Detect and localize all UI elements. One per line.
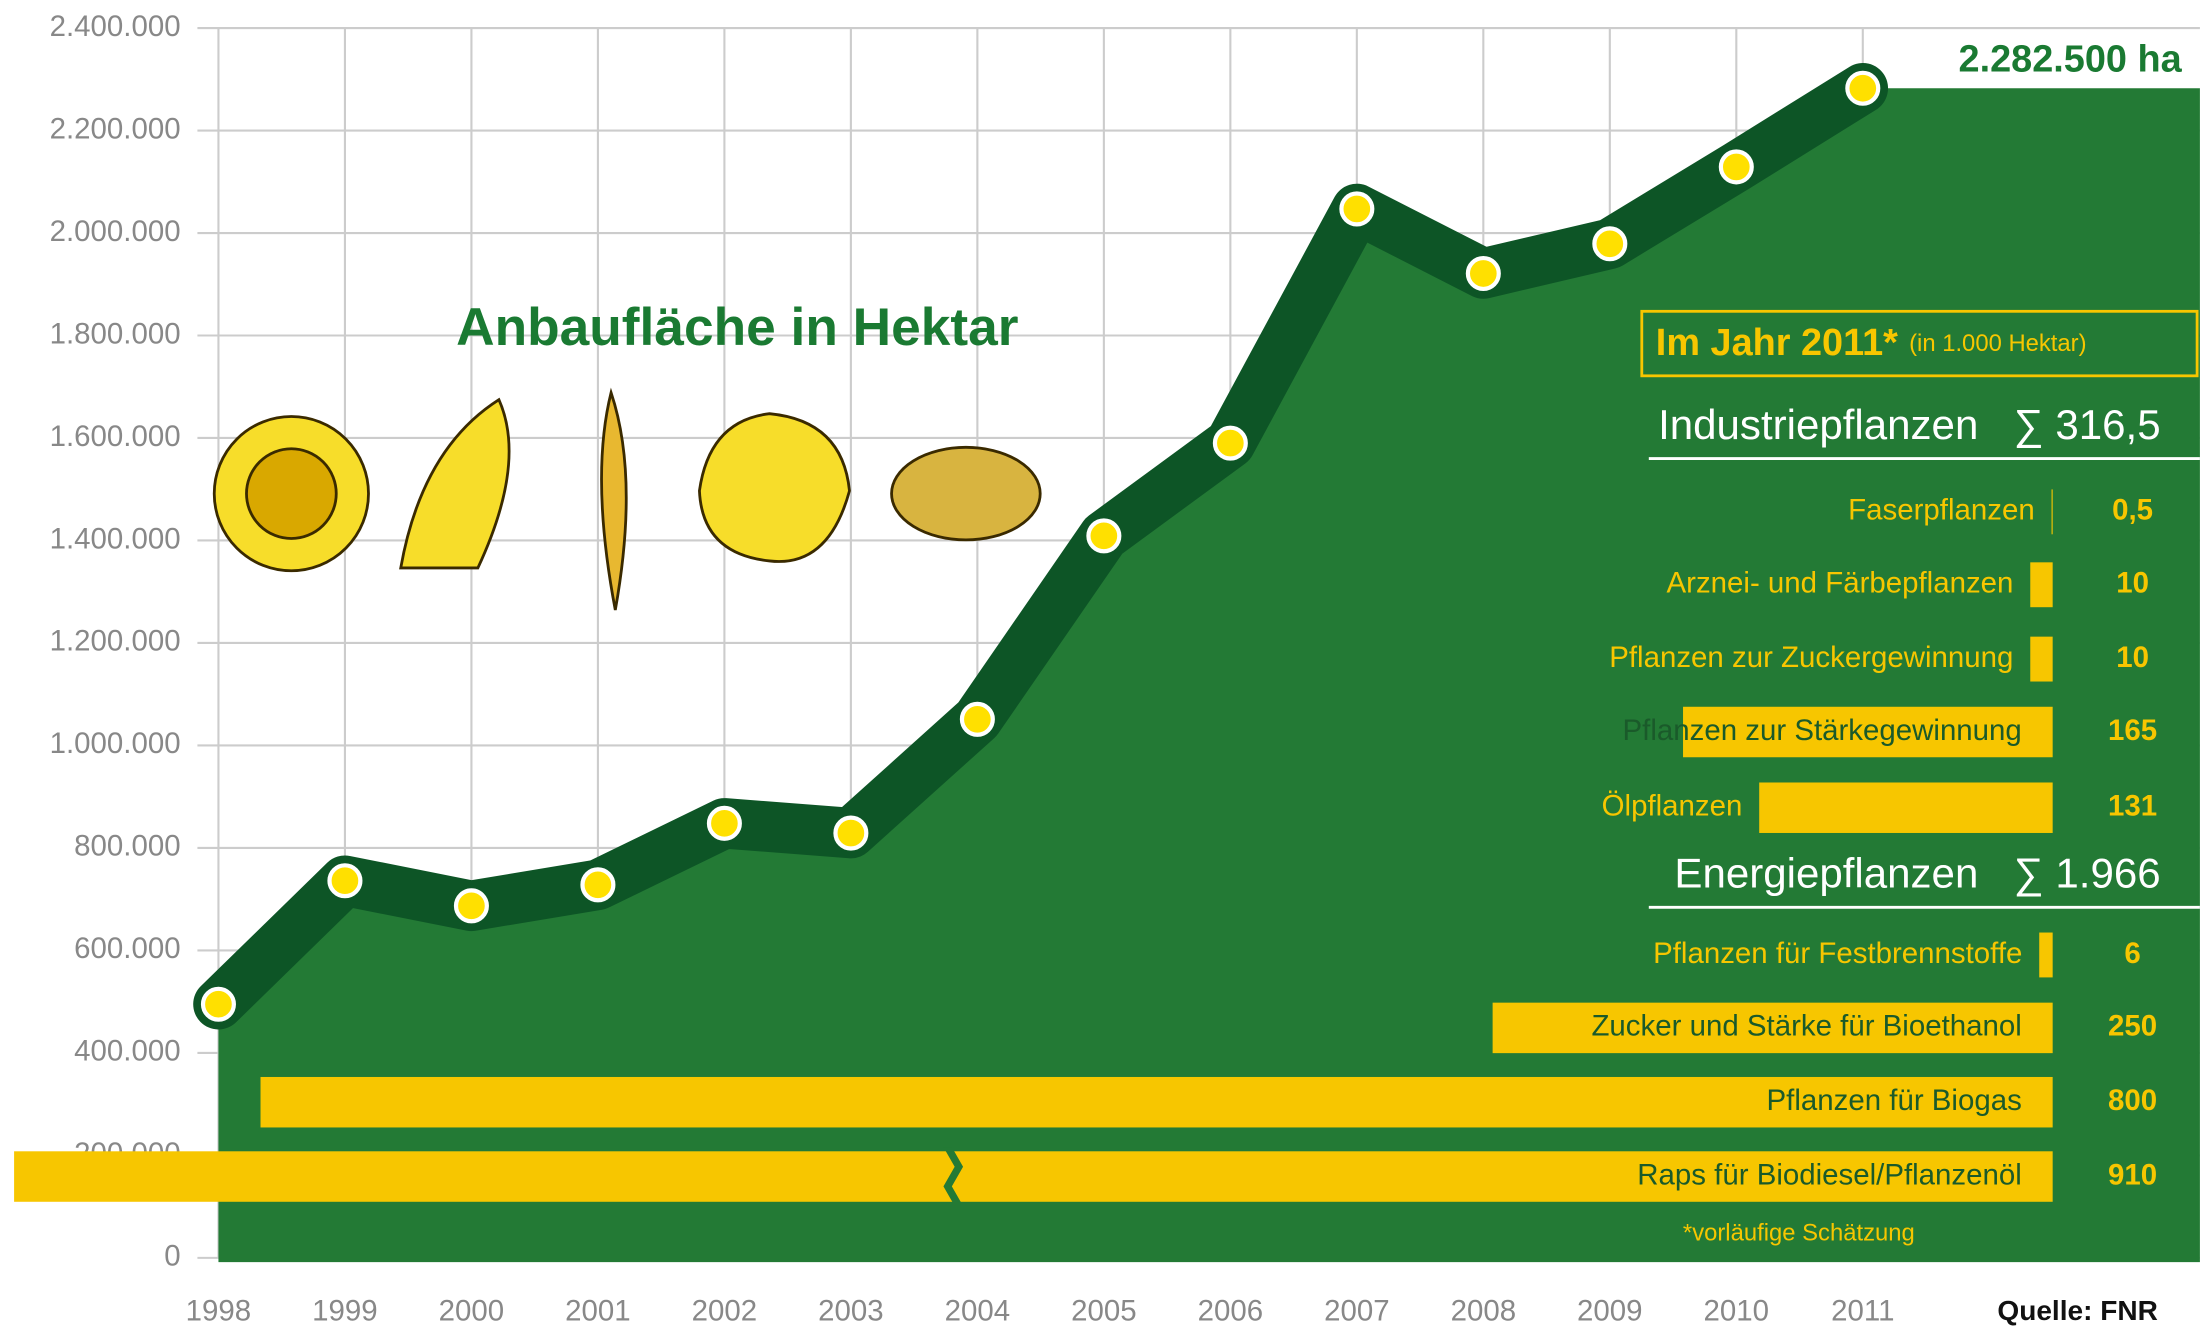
x-tick-label: 2000 (439, 1294, 505, 1327)
y-tick-label: 1.600.000 (50, 420, 181, 453)
x-tick-label: 2009 (1577, 1294, 1643, 1327)
panel-title-text: Im Jahr 2011* (1656, 322, 1898, 364)
marker (203, 989, 234, 1020)
value-label: 6 (2124, 937, 2140, 970)
value-label: 10 (2116, 641, 2149, 674)
x-tick-label: 2007 (1324, 1294, 1390, 1327)
x-tick-label: 2002 (692, 1294, 758, 1327)
x-tick-label: 2011 (1831, 1294, 1894, 1327)
annotation: 2.282.500 ha (1959, 39, 2183, 81)
y-tick-label: 2.400.000 (50, 10, 181, 43)
x-tick-label: 2008 (1451, 1294, 1517, 1327)
y-tick-label: 1.000.000 (50, 727, 181, 760)
x-tick-label: 2006 (1198, 1294, 1264, 1327)
chart: 0200.000400.000600.000800.0001.000.0001.… (0, 0, 2201, 1335)
value-label: 10 (2116, 567, 2149, 600)
y-tick-label: 2.200.000 (50, 112, 181, 145)
x-tick-label: 2010 (1704, 1294, 1770, 1327)
bar (2030, 637, 2052, 682)
bar (2039, 933, 2052, 978)
marker (1721, 151, 1752, 182)
x-tick-label: 2004 (945, 1294, 1011, 1327)
marker (1215, 428, 1246, 459)
y-tick-label: 1.400.000 (50, 522, 181, 555)
bar (1759, 782, 2052, 832)
bar-label: Pflanzen zur Stärkegewinnung (1623, 714, 2022, 747)
x-tick-label: 1999 (312, 1294, 378, 1327)
x-tick-label: 1998 (186, 1294, 252, 1327)
bar-label: Pflanzen zur Zuckergewinnung (1609, 641, 2013, 674)
footnote: *vorläufige Schätzung (1683, 1219, 1915, 1246)
y-tick-label: 0 (164, 1240, 180, 1273)
x-tick-label: 2001 (565, 1294, 631, 1327)
marker (1088, 520, 1119, 551)
value-label: 800 (2108, 1084, 2157, 1117)
bar-label: Pflanzen für Festbrennstoffe (1653, 937, 2022, 970)
bar-label: Arznei- und Färbepflanzen (1667, 567, 2014, 600)
bar-label: Faserpflanzen (1848, 494, 2035, 527)
y-tick-label: 400.000 (74, 1035, 180, 1068)
y-tick-label: 2.000.000 (50, 215, 181, 248)
y-tick-label: 800.000 (74, 830, 180, 863)
marker (1468, 258, 1499, 289)
marker (1594, 228, 1625, 259)
group-name: Industriepflanzen (1658, 401, 1978, 448)
value-label: 910 (2108, 1158, 2157, 1191)
value-label: 131 (2108, 790, 2157, 823)
marker (835, 818, 866, 849)
marker (1847, 73, 1878, 104)
bar (2030, 562, 2052, 607)
bar-label: Raps für Biodiesel/Pflanzenöl (1637, 1158, 2022, 1191)
plant-icons (214, 393, 1040, 610)
group-total: ∑ 1.966 (2014, 850, 2161, 897)
group-name: Energiepflanzen (1674, 850, 1978, 897)
chart-title: Anbaufläche in Hektar (456, 298, 1018, 357)
panel-subtitle: (in 1.000 Hektar) (1909, 330, 2086, 357)
bar-label: Pflanzen für Biogas (1767, 1084, 2022, 1117)
value-label: 0,5 (2112, 494, 2153, 527)
y-tick-label: 600.000 (74, 932, 180, 965)
x-tick-label: 2005 (1071, 1294, 1137, 1327)
bar (2052, 489, 2053, 534)
x-tick-label: 2003 (818, 1294, 884, 1327)
value-label: 165 (2108, 714, 2157, 747)
y-tick-label: 1.800.000 (50, 317, 181, 350)
marker (962, 704, 993, 735)
marker (709, 808, 740, 839)
source: Quelle: FNR (1997, 1295, 2157, 1326)
bar-label: Ölpflanzen (1602, 790, 1743, 823)
group-total: ∑ 316,5 (2014, 401, 2161, 448)
marker (456, 890, 487, 921)
marker (330, 865, 361, 896)
value-label: 250 (2108, 1010, 2157, 1043)
bar-label: Zucker und Stärke für Bioethanol (1591, 1010, 2021, 1043)
marker (582, 869, 613, 900)
marker (1341, 194, 1372, 225)
y-tick-label: 1.200.000 (50, 625, 181, 658)
